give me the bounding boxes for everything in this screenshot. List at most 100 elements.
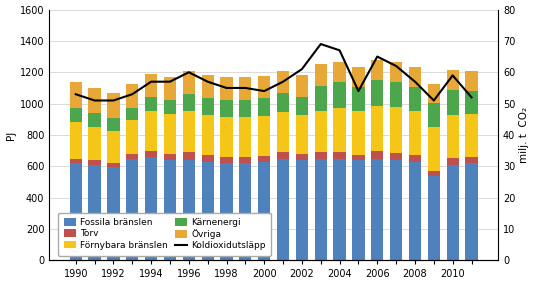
Bar — [315, 159, 327, 260]
Bar — [202, 98, 214, 115]
Bar — [465, 163, 478, 260]
Bar — [220, 77, 233, 100]
Bar — [126, 84, 139, 108]
Bar — [296, 160, 308, 260]
Bar — [277, 112, 289, 152]
Bar — [409, 155, 421, 162]
Bar — [145, 157, 157, 260]
Bar — [353, 67, 364, 87]
Bar — [164, 154, 176, 160]
Bar — [371, 80, 384, 106]
Bar — [164, 76, 176, 100]
Bar — [465, 157, 478, 163]
Bar — [315, 86, 327, 111]
Bar — [220, 117, 233, 157]
Bar — [88, 113, 101, 127]
Bar — [371, 60, 384, 80]
Bar — [353, 160, 364, 260]
Bar — [88, 165, 101, 260]
Bar — [277, 152, 289, 159]
Bar — [353, 154, 364, 160]
Bar — [70, 108, 82, 123]
Bar — [182, 94, 195, 111]
Bar — [277, 159, 289, 260]
Bar — [333, 82, 346, 108]
Bar — [296, 115, 308, 154]
Bar — [296, 154, 308, 160]
Bar — [315, 152, 327, 159]
Bar — [371, 158, 384, 260]
Bar — [239, 117, 251, 157]
Bar — [182, 160, 195, 260]
Bar — [409, 67, 421, 87]
Y-axis label: PJ: PJ — [5, 130, 16, 140]
Bar — [277, 93, 289, 112]
Bar — [145, 111, 157, 151]
Bar — [333, 152, 346, 158]
Bar — [315, 64, 327, 86]
Y-axis label: milj. t  CO₂: milj. t CO₂ — [519, 107, 530, 163]
Bar — [126, 158, 139, 260]
Bar — [447, 115, 459, 158]
Bar — [88, 160, 101, 165]
Bar — [258, 98, 270, 117]
Bar — [182, 152, 195, 160]
Bar — [390, 160, 402, 260]
Bar — [447, 158, 459, 165]
Bar — [427, 84, 440, 103]
Bar — [88, 88, 101, 113]
Bar — [202, 76, 214, 98]
Bar — [296, 97, 308, 115]
Bar — [353, 111, 364, 154]
Bar — [371, 151, 384, 158]
Bar — [258, 76, 270, 98]
Bar — [88, 127, 101, 160]
Bar — [108, 118, 119, 131]
Bar — [427, 171, 440, 176]
Bar — [409, 87, 421, 111]
Bar — [409, 111, 421, 155]
Bar — [108, 163, 119, 167]
Bar — [70, 163, 82, 260]
Bar — [427, 103, 440, 127]
Bar — [409, 162, 421, 260]
Bar — [333, 108, 346, 152]
Legend: Fossila bränslen, Torv, Förnybara bränslen, Kärnenergi, Övriga, Koldioxidutsläpp: Fossila bränslen, Torv, Förnybara bränsl… — [58, 213, 271, 256]
Bar — [390, 107, 402, 154]
Bar — [220, 157, 233, 163]
Bar — [333, 158, 346, 260]
Bar — [202, 115, 214, 155]
Bar — [315, 111, 327, 152]
Bar — [126, 108, 139, 120]
Bar — [427, 127, 440, 171]
Bar — [465, 114, 478, 157]
Bar — [108, 93, 119, 118]
Bar — [164, 100, 176, 114]
Bar — [239, 157, 251, 163]
Bar — [145, 97, 157, 111]
Bar — [70, 158, 82, 163]
Bar — [447, 70, 459, 89]
Bar — [220, 163, 233, 260]
Bar — [239, 163, 251, 260]
Bar — [220, 100, 233, 117]
Bar — [182, 111, 195, 152]
Bar — [126, 120, 139, 154]
Bar — [258, 117, 270, 156]
Bar — [465, 91, 478, 114]
Bar — [333, 62, 346, 82]
Bar — [258, 156, 270, 162]
Bar — [390, 82, 402, 107]
Bar — [447, 89, 459, 115]
Bar — [126, 154, 139, 158]
Bar — [371, 106, 384, 151]
Bar — [145, 151, 157, 157]
Bar — [70, 82, 82, 108]
Bar — [145, 74, 157, 97]
Bar — [108, 167, 119, 260]
Bar — [296, 75, 308, 97]
Bar — [164, 160, 176, 260]
Bar — [277, 71, 289, 93]
Bar — [447, 165, 459, 260]
Bar — [239, 100, 251, 117]
